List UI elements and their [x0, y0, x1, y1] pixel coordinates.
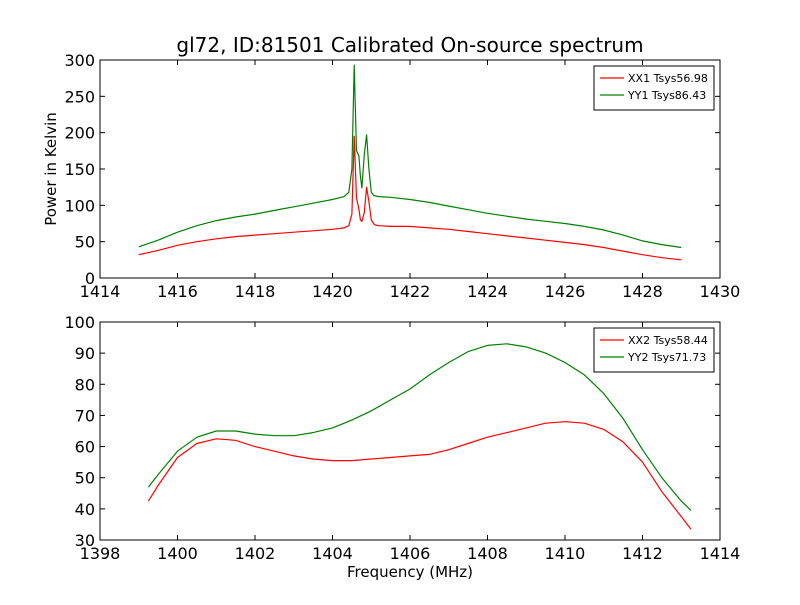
y-tick-label: 50	[75, 233, 95, 252]
legend-label: YY2 Tsys71.73	[627, 351, 706, 364]
legend-box	[593, 65, 715, 111]
x-tick-label: 1412	[622, 544, 663, 563]
x-tick-label: 1426	[545, 282, 586, 301]
x-tick-label: 1428	[622, 282, 663, 301]
x-tick-label: 1422	[390, 282, 431, 301]
series-line-1-1	[138, 135, 682, 261]
top-panel: 1414 1416 1418 1420 1422 1424 1426 1428 1430 0 50 1…	[64, 51, 740, 301]
x-tick-label: 1400	[157, 544, 198, 563]
x-tick-label: 1418	[235, 282, 276, 301]
series-line-2-1	[147, 421, 692, 530]
y-tick-label: 90	[75, 344, 95, 363]
legend-2: XX2 Tsys58.44 YY2 Tsys71.73	[593, 327, 715, 373]
legend-box	[593, 327, 715, 373]
x-tick-label: 1420	[312, 282, 353, 301]
bottom-panel: 1398 1400 1402 1404 1406 1408 1410 1412 1414 30 40…	[64, 313, 740, 563]
y-tick-label: 250	[64, 87, 95, 106]
x-tick-label: 1416	[157, 282, 198, 301]
legend-label: YY1 Tsys86.43	[627, 89, 706, 102]
y-tick-label: 0	[85, 269, 95, 288]
y-tick-label: 70	[75, 406, 95, 425]
x-tick-label: 1406	[390, 544, 431, 563]
y-tick-label: 40	[75, 500, 95, 519]
legend-1: XX1 Tsys56.98 YY1 Tsys86.43	[593, 65, 715, 111]
x-tick-label: 1404	[312, 544, 353, 563]
legend-label: XX1 Tsys56.98	[628, 72, 708, 85]
chart-title: gl72, ID:81501 Calibrated On-source spec…	[176, 33, 643, 57]
y-tick-label: 30	[75, 531, 95, 550]
y-tick-label: 300	[64, 51, 95, 70]
y-tick-label: 60	[75, 438, 95, 457]
y-axis-label-top: Power in Kelvin	[42, 112, 60, 226]
x-tick-label: 1402	[235, 544, 276, 563]
x-tick-label: 1430	[700, 282, 741, 301]
x-tick-label: 1424	[467, 282, 508, 301]
y-tick-label: 50	[75, 469, 95, 488]
series-line-1-2	[138, 64, 682, 249]
y-tick-label: 200	[64, 124, 95, 143]
y-tick-label: 100	[64, 196, 95, 215]
x-tick-label: 1414	[80, 282, 121, 301]
x-tick-label: 1410	[545, 544, 586, 563]
x-axis-label-bottom: Frequency (MHz)	[347, 563, 473, 581]
y-tick-label: 150	[64, 160, 95, 179]
series-line-2-2	[147, 343, 692, 511]
y-tick-label: 80	[75, 375, 95, 394]
x-tick-label: 1414	[700, 544, 741, 563]
x-tick-label: 1398	[80, 544, 121, 563]
x-tick-label: 1408	[467, 544, 508, 563]
y-tick-label: 100	[64, 313, 95, 332]
legend-label: XX2 Tsys58.44	[628, 334, 708, 347]
